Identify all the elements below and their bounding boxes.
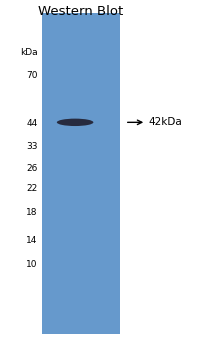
Ellipse shape	[57, 119, 93, 126]
Text: 70: 70	[26, 71, 37, 80]
Text: 14: 14	[26, 237, 37, 245]
Text: 18: 18	[26, 208, 37, 217]
Text: 44: 44	[26, 119, 37, 127]
Text: kDa: kDa	[20, 48, 37, 57]
Text: 33: 33	[26, 142, 37, 151]
Bar	[41, 13, 119, 334]
Text: 10: 10	[26, 260, 37, 269]
Text: 42kDa: 42kDa	[147, 117, 181, 127]
Text: 22: 22	[26, 184, 37, 192]
Text: 26: 26	[26, 164, 37, 173]
Text: Western Blot: Western Blot	[38, 5, 123, 18]
